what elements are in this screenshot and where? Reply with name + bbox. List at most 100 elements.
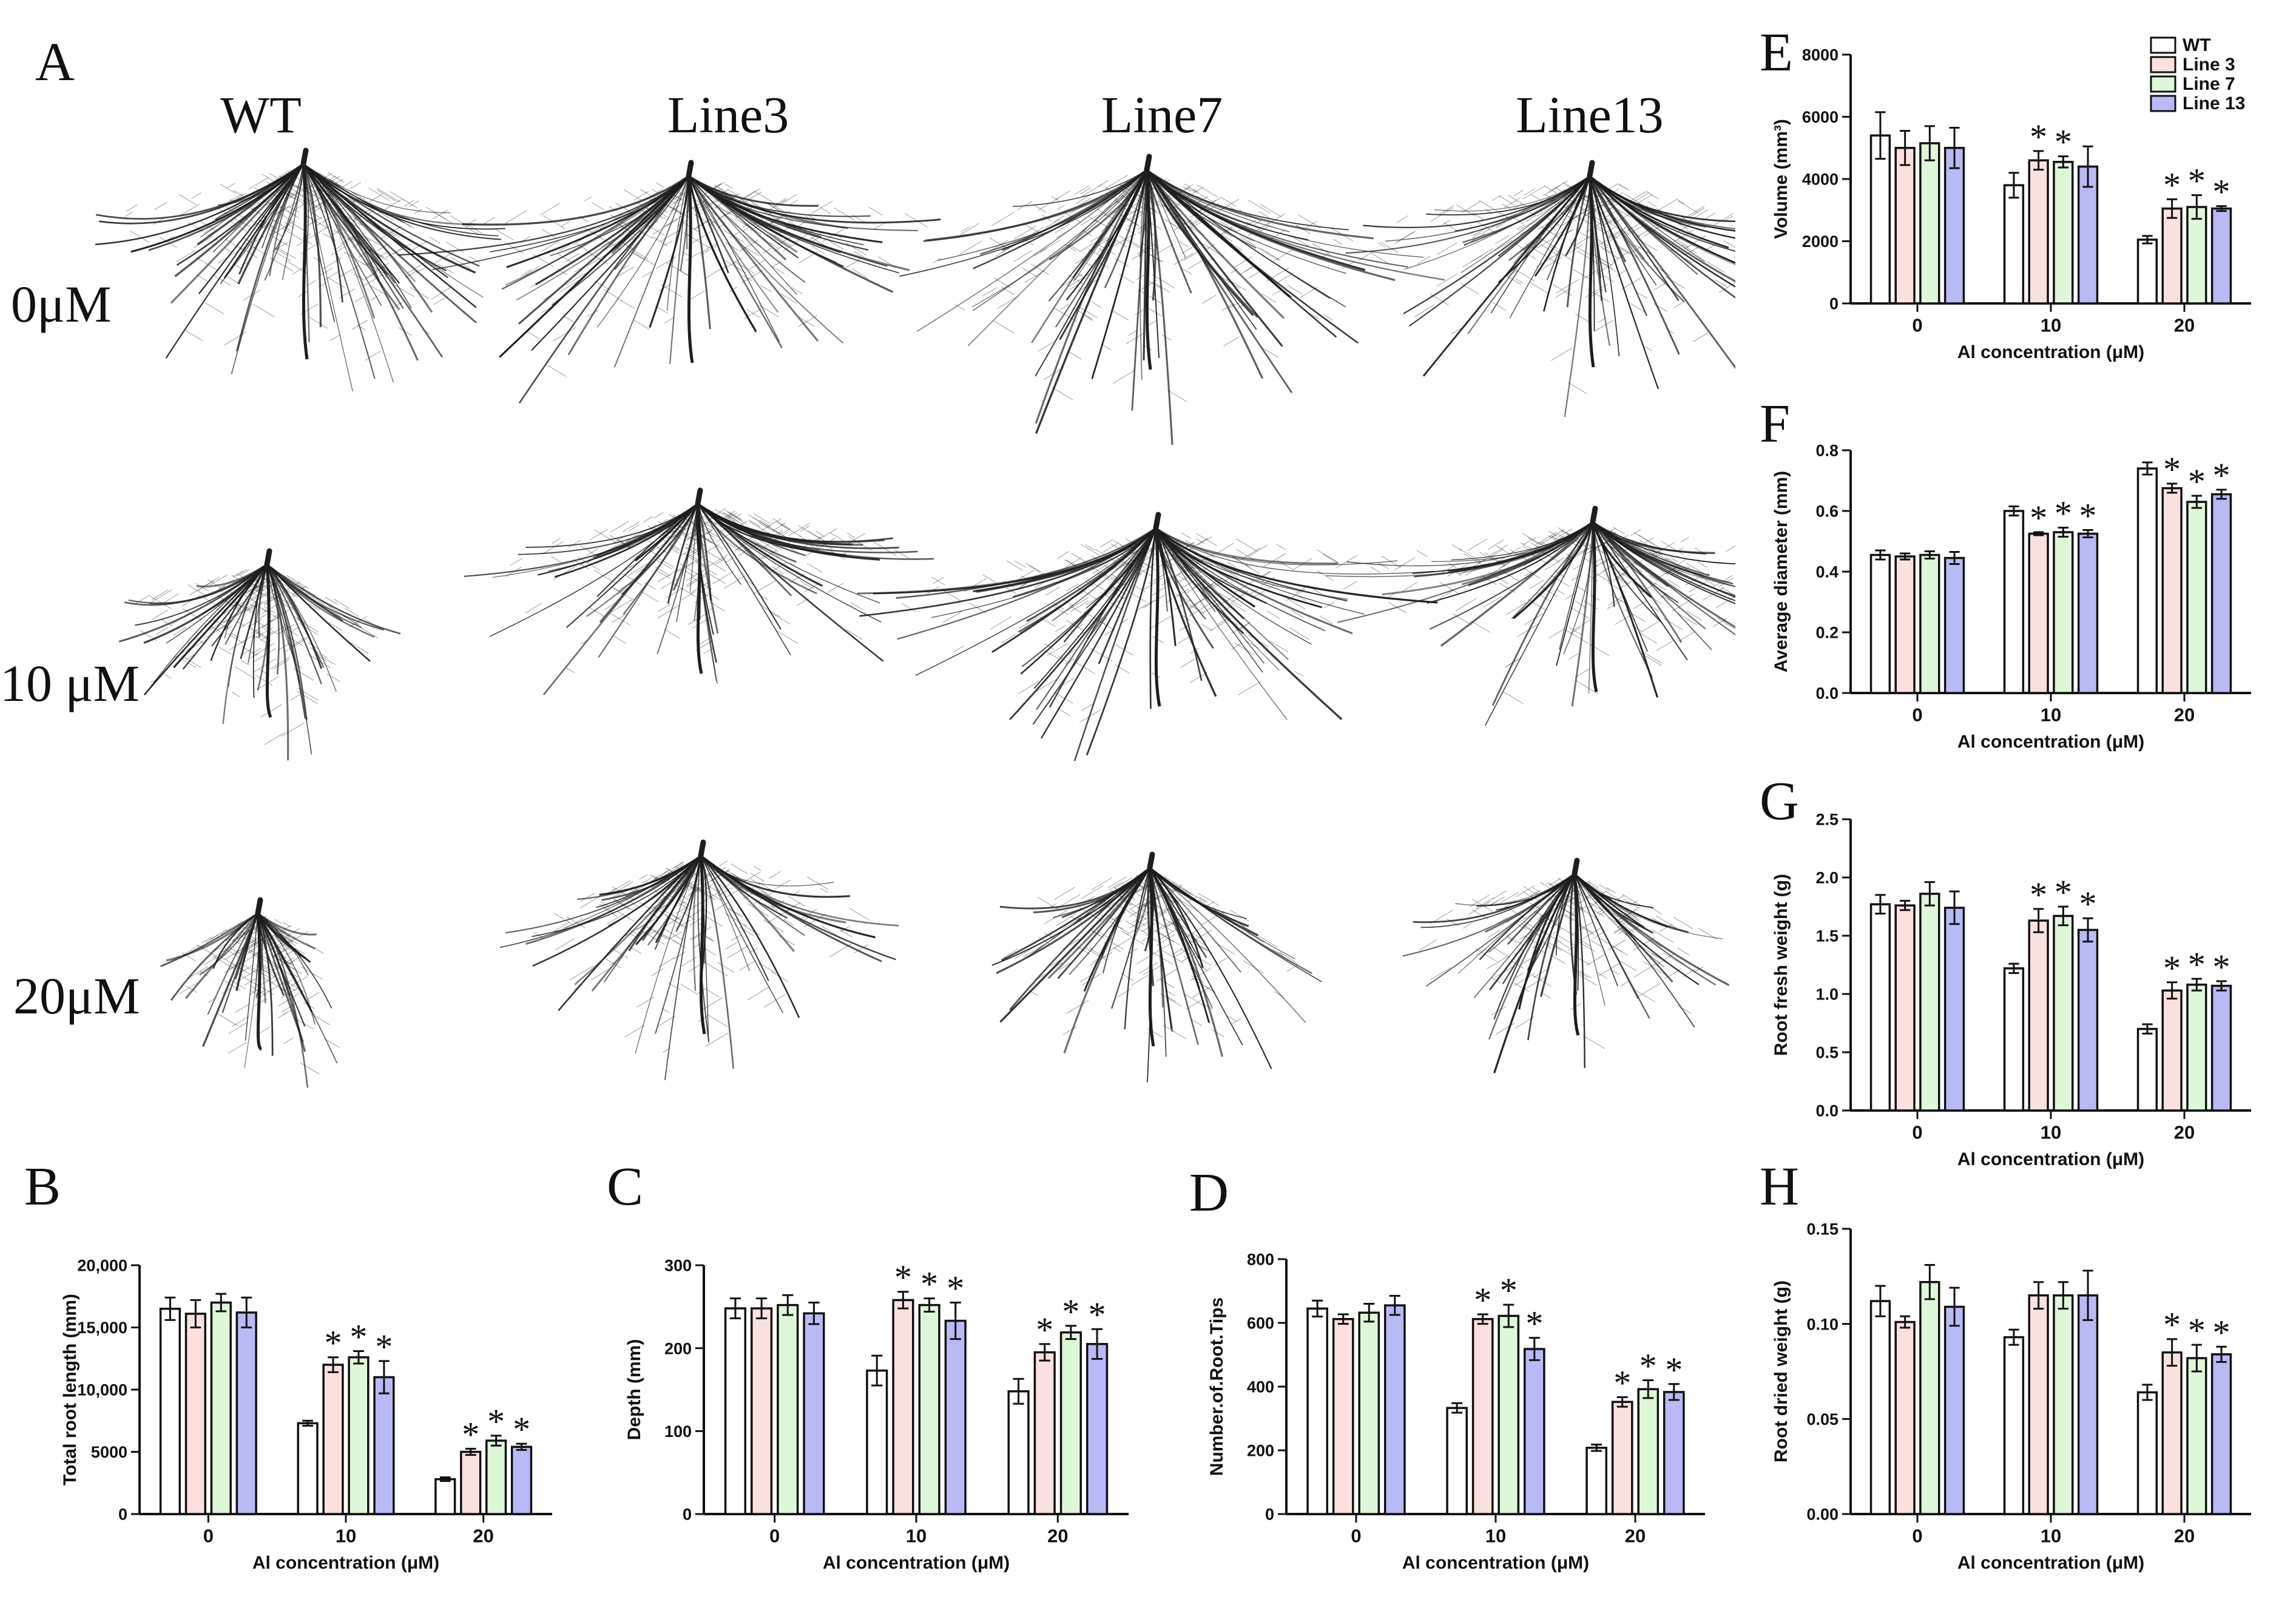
y-tick-label: 0.0 (1815, 685, 1838, 703)
significance-star: * (513, 1410, 530, 1449)
significance-star: * (1036, 1310, 1053, 1350)
x-tick-label: 10 (2041, 705, 2061, 726)
significance-star: * (2030, 117, 2047, 157)
legend-swatch (2150, 75, 2176, 93)
bar-line-13 (2077, 165, 2099, 305)
root-drawing (1345, 160, 1735, 417)
panel-letter-a: A (35, 32, 75, 92)
bar-wt (1869, 553, 1891, 694)
y-tick-label: 2.0 (1815, 869, 1838, 887)
bar-wt (297, 1422, 319, 1515)
bar-line-13 (1523, 1348, 1545, 1515)
bar-line-7 (777, 1303, 799, 1515)
bar-line-7 (1358, 1311, 1380, 1515)
bar-line-7 (2186, 1357, 2207, 1515)
bar-line-3 (322, 1364, 344, 1515)
bar-line-13 (2210, 1353, 2232, 1515)
significance-star: * (894, 1258, 912, 1297)
column-label-line3: Line3 (667, 86, 789, 144)
significance-star: * (1474, 1280, 1491, 1320)
bar-wt (724, 1307, 746, 1515)
bar-wt (2136, 467, 2158, 694)
bar-wt (866, 1369, 888, 1515)
panel-letter: D (1189, 1163, 1229, 1223)
x-tick-label: 20 (2174, 1122, 2195, 1143)
row-label-10um: 10 μM (0, 654, 140, 712)
bar-wt (1585, 1447, 1608, 1515)
significance-star: * (2030, 498, 2047, 538)
chart-root-fresh-weight: G0.00.51.01.52.02.50 10* * *20* * *Al concent… (1760, 771, 2251, 1169)
y-axis-label: Volume (mm³) (1771, 119, 1791, 239)
bar-line-7 (210, 1301, 232, 1515)
significance-star: * (2163, 948, 2181, 988)
bar-line-7 (1919, 1280, 1940, 1515)
root-drawing (95, 147, 505, 392)
bar-line-3 (184, 1313, 206, 1515)
x-axis-label: Al concentration (μM) (1402, 1553, 1589, 1573)
bar-line-3 (1033, 1351, 1056, 1515)
significance-star: * (1062, 1292, 1079, 1331)
y-tick-label: 5000 (91, 1443, 127, 1461)
bar-line-3 (1332, 1317, 1354, 1515)
bar-line-7 (485, 1439, 507, 1515)
bar-wt (2003, 184, 2025, 305)
significance-star: * (2188, 945, 2206, 984)
y-tick-label: 1.5 (1815, 927, 1838, 945)
bar-wt (2003, 1336, 2025, 1515)
y-tick-label: 400 (1247, 1378, 1274, 1396)
y-axis-label: Number.of.Root.Tips (1207, 1297, 1227, 1476)
root-drawing (499, 839, 899, 1080)
bar-line-7 (1637, 1388, 1660, 1515)
y-axis-label: Average diameter (mm) (1771, 471, 1791, 672)
significance-star: * (462, 1415, 479, 1454)
bar-line-3 (460, 1450, 482, 1515)
legend-label: Line 7 (2183, 74, 2235, 94)
legend-label: Line 3 (2183, 55, 2235, 75)
significance-star: * (1665, 1350, 1683, 1390)
significance-star: * (2213, 1313, 2230, 1352)
x-tick-label: 20 (1047, 1526, 1068, 1547)
bar-line-3 (2028, 159, 2049, 305)
bar-line-7 (1919, 893, 1940, 1112)
x-tick-label: 20 (2174, 315, 2195, 336)
x-tick-label: 20 (473, 1526, 493, 1547)
bar-line-13 (2077, 928, 2099, 1112)
bar-line-3 (2161, 1351, 2183, 1515)
bar-wt (2136, 238, 2158, 305)
significance-star: * (2213, 172, 2230, 212)
bar-line-7 (1919, 142, 1940, 305)
panel-letter: H (1760, 1157, 1799, 1217)
significance-star: * (2055, 873, 2072, 912)
y-tick-label: 20,000 (77, 1257, 127, 1275)
bar-line-3 (1894, 1320, 1916, 1515)
bar-wt (434, 1478, 456, 1515)
y-tick-label: 0 (1829, 295, 1838, 313)
bar-wt (1869, 1300, 1891, 1515)
row-label-0um: 0μM (11, 275, 112, 333)
bar-line-13 (1943, 1305, 1965, 1515)
x-tick-label: 20 (1625, 1526, 1646, 1547)
bar-line-13 (944, 1319, 967, 1515)
x-axis-label: Al concentration (μM) (1957, 732, 2144, 752)
y-tick-label: 2000 (1802, 232, 1838, 251)
bar-wt (1869, 134, 1891, 305)
bar-line-7 (348, 1356, 370, 1515)
bar-line-7 (2053, 914, 2074, 1112)
bar-line-13 (510, 1445, 533, 1515)
significance-star: * (2055, 494, 2072, 533)
panel-letter: C (607, 1157, 643, 1217)
y-tick-label: 0 (118, 1506, 127, 1524)
bar-line-7 (2186, 501, 2207, 694)
bar-wt (1007, 1390, 1030, 1515)
significance-star: * (2030, 875, 2047, 914)
bar-line-7 (2186, 206, 2207, 305)
bar-line-3 (751, 1307, 773, 1515)
bar-line-3 (2161, 207, 2183, 305)
bar-line-13 (1943, 556, 1965, 694)
bar-wt (2136, 1391, 2158, 1515)
significance-star: * (2055, 123, 2072, 162)
significance-star: * (1525, 1304, 1543, 1344)
